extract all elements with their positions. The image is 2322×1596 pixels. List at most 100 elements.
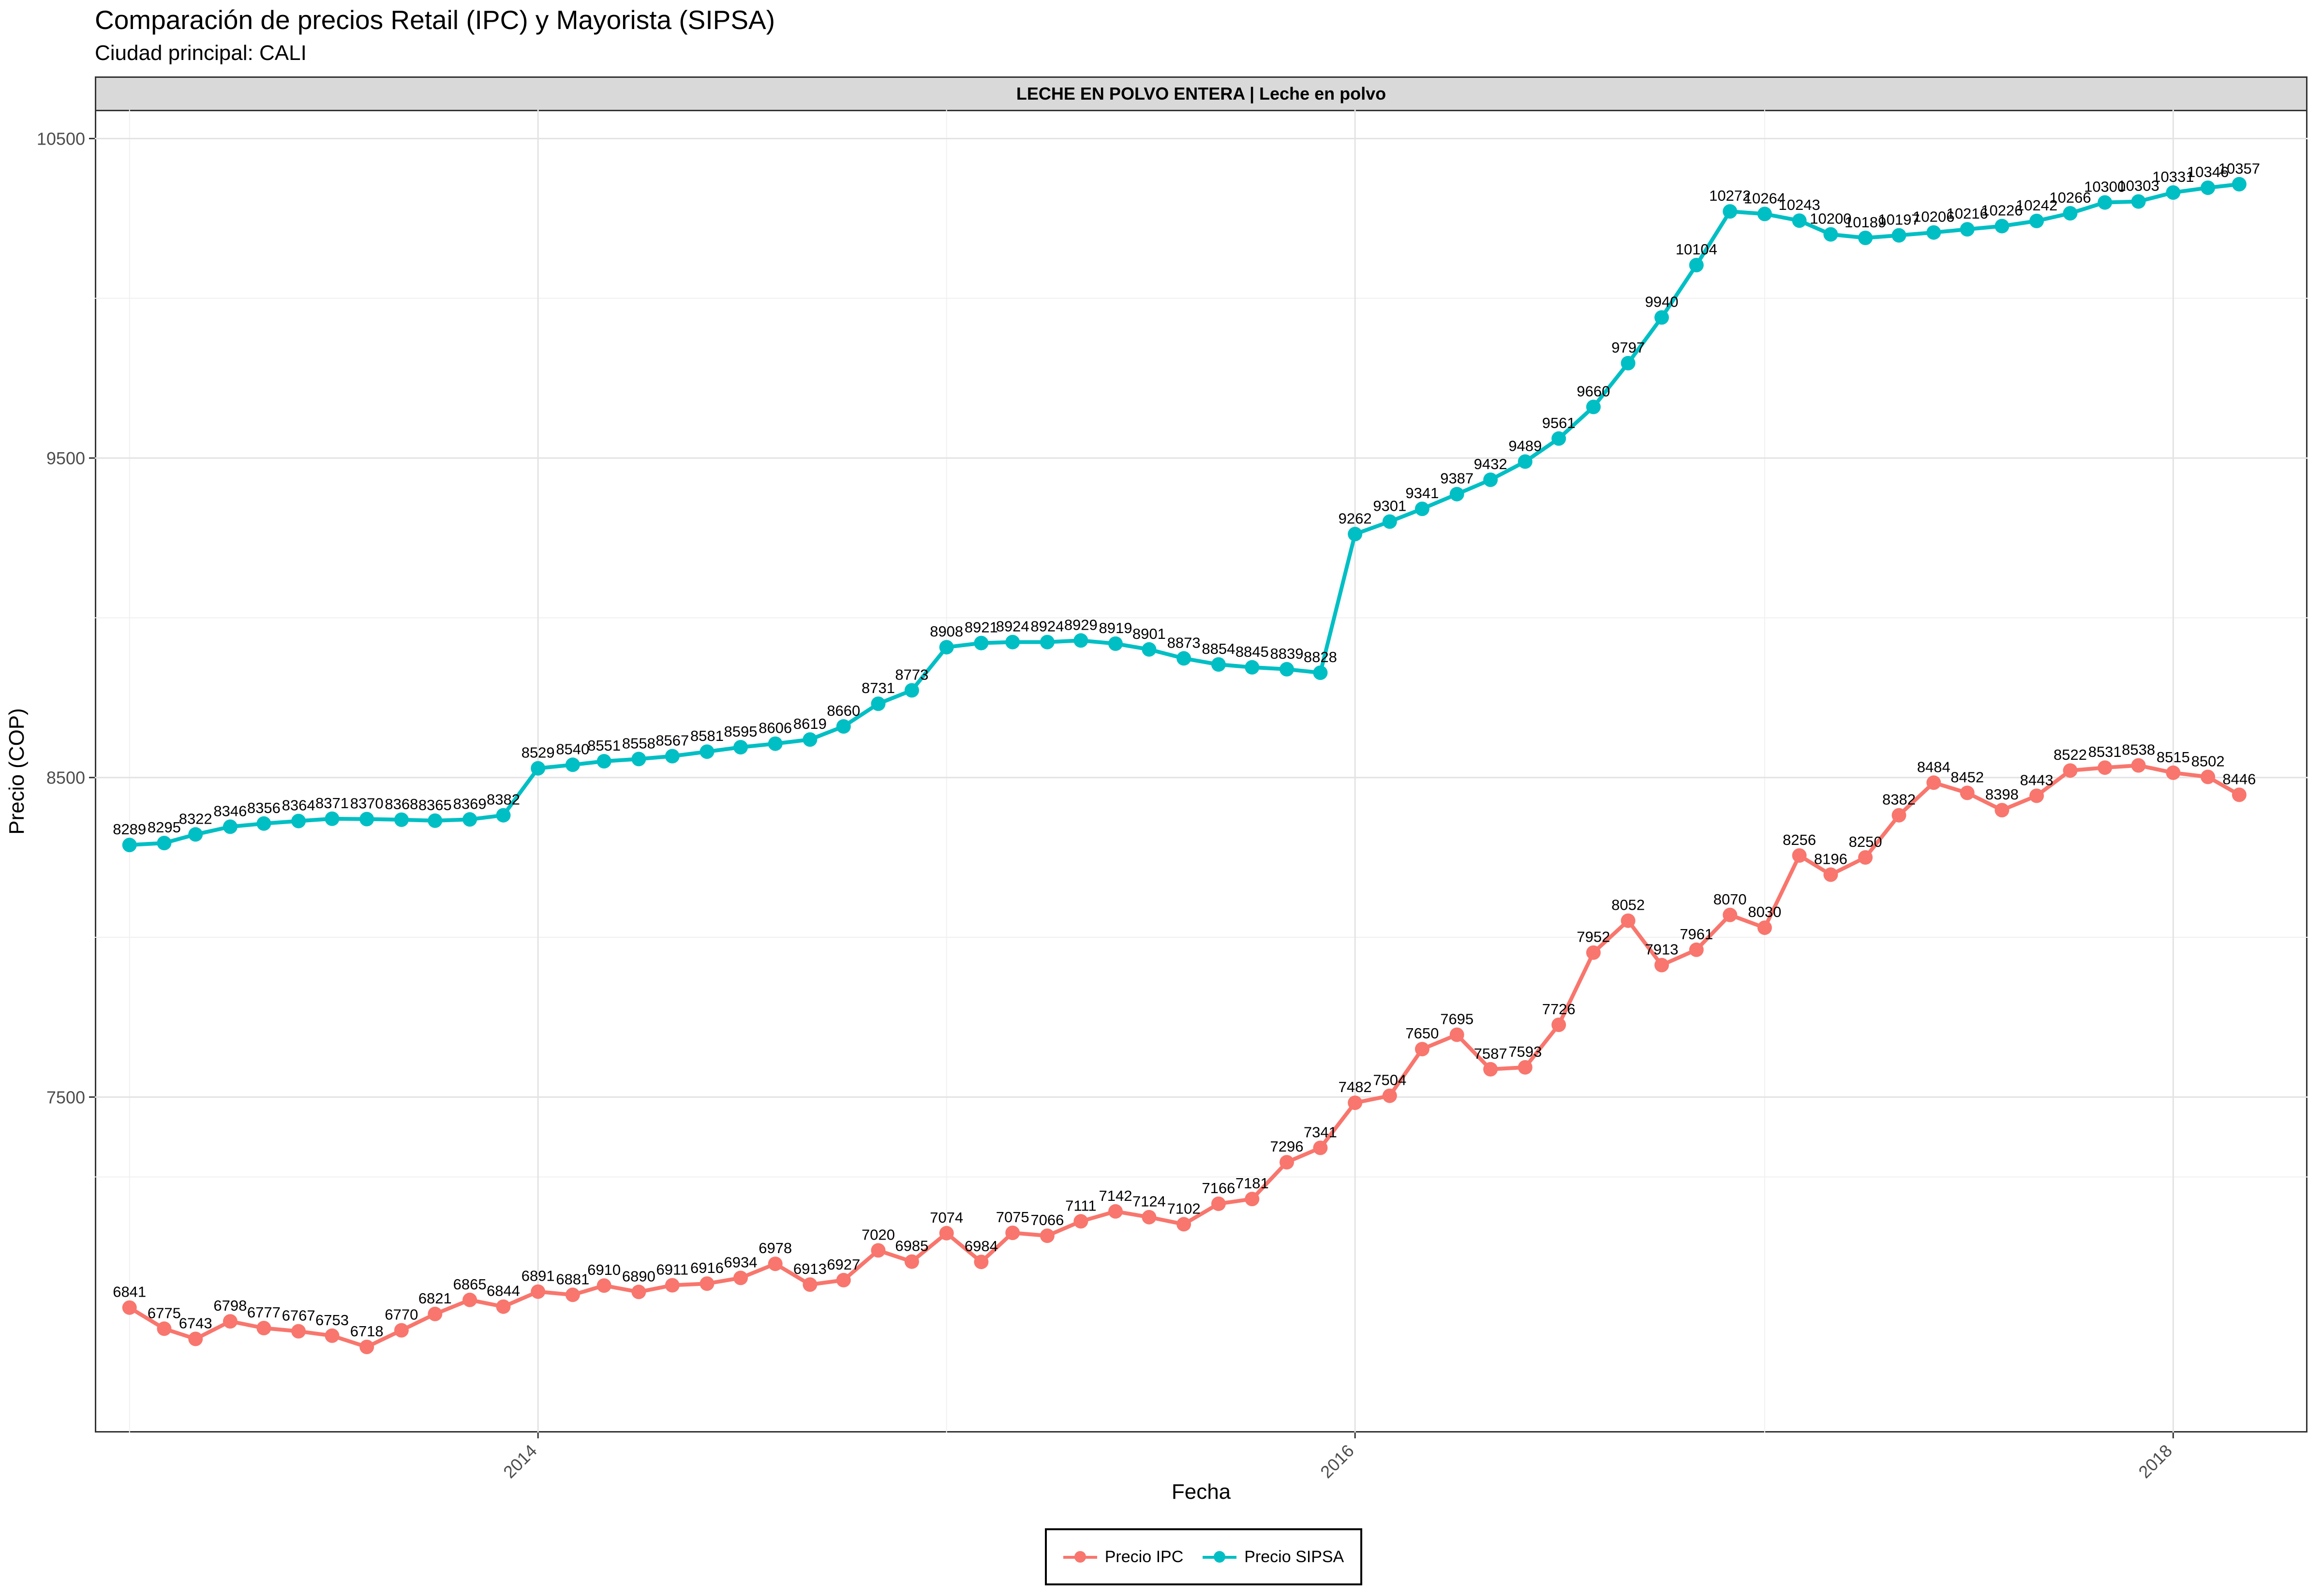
data-label: 10266 bbox=[2049, 189, 2091, 206]
data-label: 8368 bbox=[385, 796, 418, 813]
data-label: 6911 bbox=[656, 1261, 688, 1278]
x-axis-label: Fecha bbox=[1171, 1480, 1231, 1504]
data-point bbox=[974, 1255, 989, 1270]
chart-subtitle: Ciudad principal: CALI bbox=[95, 41, 307, 65]
data-label: 9940 bbox=[1645, 293, 1679, 310]
data-label: 6777 bbox=[247, 1304, 281, 1321]
y-axis: 7500 8500 9500 10500 bbox=[37, 129, 95, 1107]
data-label: 7504 bbox=[1373, 1072, 1406, 1089]
data-point bbox=[1108, 636, 1123, 651]
data-point bbox=[1995, 219, 2009, 234]
data-label: 8452 bbox=[1950, 768, 1984, 785]
data-label: 6743 bbox=[179, 1315, 212, 1331]
data-point bbox=[1960, 785, 1975, 800]
data-point bbox=[223, 819, 238, 834]
data-label: 8356 bbox=[247, 799, 281, 816]
data-label: 8522 bbox=[2054, 746, 2087, 763]
data-label: 8540 bbox=[556, 740, 589, 757]
data-point bbox=[1245, 1192, 1260, 1207]
data-label: 9341 bbox=[1405, 485, 1439, 502]
data-point bbox=[733, 1271, 748, 1286]
legend-label-ipc: Precio IPC bbox=[1104, 1547, 1184, 1566]
data-point bbox=[394, 1323, 409, 1338]
data-point bbox=[1757, 207, 1772, 222]
data-label: 8924 bbox=[996, 618, 1029, 635]
data-point bbox=[700, 744, 714, 759]
data-point bbox=[2232, 787, 2247, 802]
data-point bbox=[462, 1292, 477, 1307]
data-point bbox=[768, 1256, 783, 1271]
data-point bbox=[2098, 760, 2113, 775]
x-tick-label: 2016 bbox=[1316, 1441, 1358, 1482]
data-label: 9797 bbox=[1611, 339, 1645, 356]
data-point bbox=[1348, 1095, 1363, 1110]
data-label: 8030 bbox=[1748, 903, 1781, 920]
data-point bbox=[871, 696, 886, 711]
series-line bbox=[128, 763, 2240, 1349]
data-point bbox=[836, 1272, 851, 1287]
data-label: 7650 bbox=[1405, 1025, 1439, 1042]
data-point bbox=[1211, 657, 1226, 672]
data-point bbox=[428, 1306, 443, 1321]
y-axis-label: Precio (COP) bbox=[5, 708, 29, 835]
data-label: 10226 bbox=[1981, 202, 2023, 219]
chart-title: Comparación de precios Retail (IPC) y Ma… bbox=[95, 5, 775, 35]
data-point bbox=[665, 1278, 680, 1293]
data-point bbox=[1483, 1062, 1498, 1077]
data-point bbox=[325, 1328, 340, 1343]
data-point bbox=[733, 740, 748, 754]
data-point bbox=[188, 827, 203, 842]
data-point bbox=[2063, 206, 2078, 221]
data-label: 6821 bbox=[418, 1290, 452, 1307]
data-label: 8828 bbox=[1304, 649, 1337, 665]
data-point bbox=[700, 1276, 714, 1291]
data-label: 8854 bbox=[1202, 640, 1235, 657]
data-point bbox=[2098, 195, 2113, 210]
data-point bbox=[1414, 502, 1429, 517]
data-point bbox=[1245, 660, 1260, 675]
data-label: 6927 bbox=[827, 1256, 860, 1273]
data-point bbox=[2201, 180, 2216, 195]
data-label: 7181 bbox=[1235, 1175, 1269, 1192]
data-point bbox=[1176, 1217, 1191, 1232]
data-point bbox=[157, 1321, 172, 1336]
data-label: 8606 bbox=[759, 720, 792, 737]
data-point bbox=[291, 1324, 306, 1339]
data-point bbox=[1621, 355, 1636, 370]
data-label: 10357 bbox=[2218, 160, 2260, 177]
data-label: 7913 bbox=[1645, 941, 1679, 958]
data-point bbox=[1414, 1042, 1429, 1057]
data-label: 6913 bbox=[793, 1260, 827, 1277]
legend: Precio IPC Precio SIPSA bbox=[1045, 1528, 1362, 1585]
data-point bbox=[1348, 527, 1363, 542]
data-point bbox=[1586, 399, 1601, 414]
data-point bbox=[939, 1226, 954, 1241]
data-point bbox=[496, 1299, 511, 1314]
data-label: 8901 bbox=[1132, 625, 1166, 642]
data-label: 10331 bbox=[2152, 168, 2194, 185]
data-point bbox=[836, 719, 851, 734]
data-point bbox=[1142, 642, 1157, 657]
data-point bbox=[2131, 194, 2146, 209]
data-label: 8595 bbox=[724, 723, 758, 740]
data-label: 8839 bbox=[1270, 645, 1304, 662]
data-label: 8370 bbox=[350, 795, 384, 812]
data-point bbox=[1551, 1018, 1566, 1032]
y-tick-label: 8500 bbox=[46, 768, 85, 788]
data-label: 7124 bbox=[1132, 1193, 1166, 1210]
data-label: 8929 bbox=[1064, 616, 1098, 633]
data-label: 10243 bbox=[1778, 196, 1820, 213]
data-label: 8295 bbox=[148, 819, 181, 836]
data-label: 8773 bbox=[895, 666, 928, 683]
data-label: 8845 bbox=[1235, 643, 1269, 660]
data-point bbox=[1449, 487, 1464, 502]
data-point bbox=[1891, 228, 1906, 243]
data-point bbox=[1382, 514, 1397, 529]
data-label: 6916 bbox=[690, 1259, 724, 1276]
data-label: 6865 bbox=[453, 1276, 487, 1293]
data-point bbox=[1926, 225, 1941, 240]
data-point bbox=[596, 754, 611, 768]
data-label: 8581 bbox=[690, 727, 724, 744]
data-label: 7341 bbox=[1304, 1123, 1337, 1140]
